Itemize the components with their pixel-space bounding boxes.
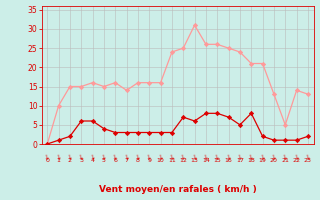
Text: ↓: ↓ xyxy=(55,154,62,161)
Text: ↓: ↓ xyxy=(202,154,210,161)
Text: ↓: ↓ xyxy=(157,154,164,161)
Text: ↓: ↓ xyxy=(259,154,266,161)
Text: ↓: ↓ xyxy=(168,154,176,161)
X-axis label: Vent moyen/en rafales ( km/h ): Vent moyen/en rafales ( km/h ) xyxy=(99,185,256,194)
Text: ↓: ↓ xyxy=(66,154,74,161)
Text: ↓: ↓ xyxy=(180,154,187,161)
Text: ↓: ↓ xyxy=(225,154,232,161)
Text: ↓: ↓ xyxy=(44,154,51,161)
Text: ↓: ↓ xyxy=(134,154,141,161)
Text: ↓: ↓ xyxy=(214,154,221,161)
Text: ↓: ↓ xyxy=(270,154,277,161)
Text: ↓: ↓ xyxy=(146,154,153,161)
Text: ↓: ↓ xyxy=(89,154,96,161)
Text: ↓: ↓ xyxy=(191,154,198,161)
Text: ↓: ↓ xyxy=(100,154,108,161)
Text: ↓: ↓ xyxy=(236,154,244,161)
Text: ↓: ↓ xyxy=(123,154,130,161)
Text: ↓: ↓ xyxy=(112,154,119,161)
Text: ↓: ↓ xyxy=(78,154,85,161)
Text: ↓: ↓ xyxy=(293,154,300,161)
Text: ↓: ↓ xyxy=(304,154,312,161)
Text: ↓: ↓ xyxy=(282,154,289,161)
Text: ↓: ↓ xyxy=(248,154,255,161)
